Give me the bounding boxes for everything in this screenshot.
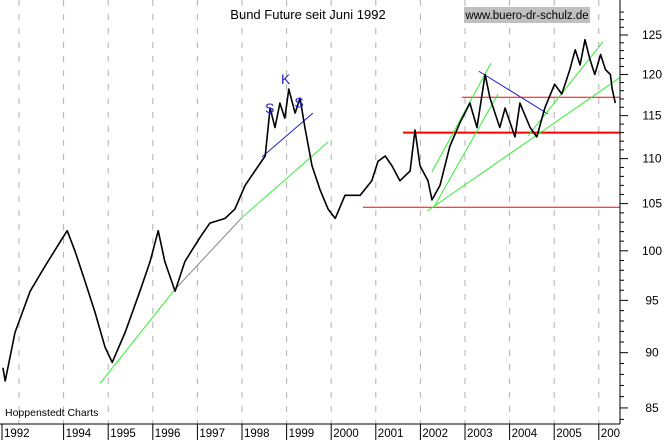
y-tick-label: 115 bbox=[642, 109, 661, 123]
annotation-label: S bbox=[265, 100, 274, 116]
y-tick-label: 90 bbox=[645, 346, 659, 360]
x-tick-label: 2000 bbox=[333, 428, 359, 440]
x-tick-label: 1999 bbox=[289, 428, 315, 440]
x-tick-label: 1998 bbox=[244, 428, 270, 440]
trend-line-grey bbox=[174, 217, 243, 290]
x-tick-label: 1996 bbox=[155, 428, 181, 440]
watermark-box bbox=[464, 7, 590, 23]
y-tick-label: 110 bbox=[642, 152, 661, 166]
price-series-line bbox=[2, 38, 617, 382]
y-tick-label: 95 bbox=[645, 293, 659, 307]
x-tick-label: 1994 bbox=[66, 428, 92, 440]
source-label: Hoppenstedt Charts bbox=[5, 407, 98, 419]
x-tick-label: 2005 bbox=[556, 428, 582, 440]
y-tick-label: 120 bbox=[642, 67, 662, 81]
annotation-labels: SKS bbox=[265, 71, 304, 116]
trend-line-trend_green bbox=[426, 77, 621, 212]
x-tick-label: 2002 bbox=[422, 428, 448, 440]
trend-line-neckline_blue bbox=[478, 70, 549, 115]
x-tick-label: 1995 bbox=[110, 428, 136, 440]
annotation-lines bbox=[99, 41, 621, 384]
chart-title: Bund Future seit Juni 1992 bbox=[230, 7, 385, 22]
trend-line-trend_green bbox=[433, 93, 499, 208]
y-tick-label: 85 bbox=[645, 401, 659, 415]
trend-line-trend_green bbox=[527, 41, 604, 137]
x-tick-label: 2001 bbox=[378, 428, 404, 440]
x-tick-label: 1997 bbox=[199, 428, 225, 440]
watermark-url: www.buero-dr-schulz.de bbox=[464, 10, 588, 22]
x-tick-label: 2003 bbox=[467, 428, 493, 440]
trend-line-trend_green bbox=[241, 141, 329, 218]
x-tick-label: 200 bbox=[601, 428, 620, 440]
trend-line-trend_green bbox=[99, 288, 176, 384]
y-tick-label: 105 bbox=[642, 197, 662, 211]
y-tick-label: 125 bbox=[642, 28, 662, 42]
annotation-label: S bbox=[294, 94, 303, 110]
annotation-label: K bbox=[281, 71, 291, 87]
trend-line-trend_green bbox=[431, 63, 492, 173]
x-tick-label: 1992 bbox=[4, 428, 30, 440]
y-tick-label: 100 bbox=[642, 244, 662, 258]
x-tick-label: 2004 bbox=[512, 428, 538, 440]
gridlines bbox=[18, 0, 600, 424]
